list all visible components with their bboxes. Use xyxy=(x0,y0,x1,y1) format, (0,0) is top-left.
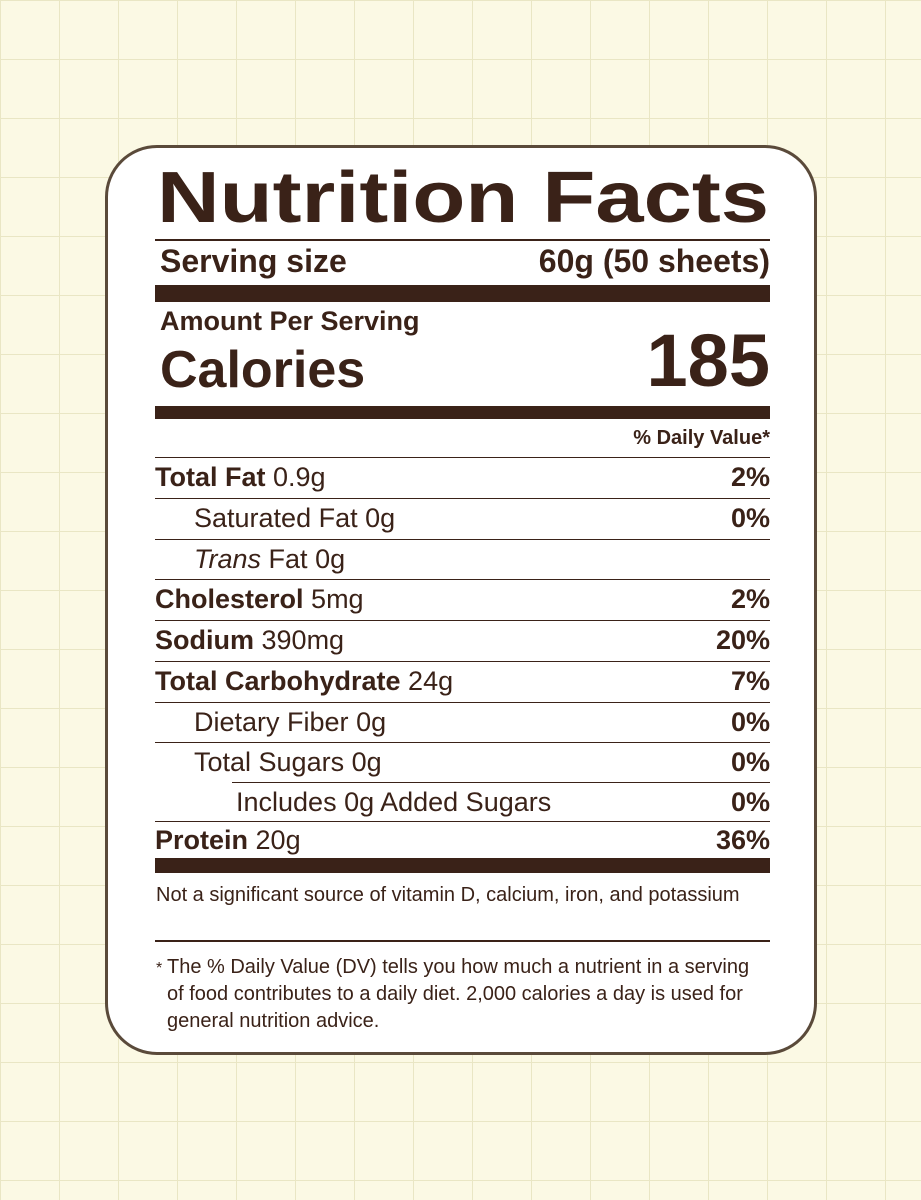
nutrient-amount: 5mg xyxy=(311,584,364,614)
nutrient-amount: 0g xyxy=(356,707,387,737)
nutrient-amount: 390mg xyxy=(261,625,345,655)
nutrient-name: Total Carbohydrate xyxy=(155,666,401,696)
nutrient-name: Protein xyxy=(155,824,249,855)
nutrient-name-italic: Trans xyxy=(194,544,262,574)
nutrient-row: Dietary Fiber 0g 0% xyxy=(155,702,770,742)
thick-rule xyxy=(155,285,770,302)
nutrient-row: Total Carbohydrate 24g 7% xyxy=(155,661,770,701)
thick-rule xyxy=(155,406,770,419)
nutrient-name: Sodium xyxy=(155,625,254,655)
nutrient-name: Saturated Fat xyxy=(194,503,358,533)
nutrient-dv: 7% xyxy=(730,666,770,696)
nutrient-dv: 0% xyxy=(730,747,770,777)
nutrient-dv: 2% xyxy=(730,584,770,614)
nutrient-row: Protein 20g 36% xyxy=(155,821,770,858)
serving-label: Serving size xyxy=(160,243,347,279)
nutrient-amount: 0.9g xyxy=(273,462,326,492)
nutrient-dv: 36% xyxy=(715,824,770,855)
nutrient-row: Sodium 390mg 20% xyxy=(155,620,770,660)
nutrient-name: Total Sugars xyxy=(194,747,345,777)
nutrient-row: Total Fat 0.9g 2% xyxy=(155,457,770,497)
nutrient-dv: 2% xyxy=(730,462,770,492)
nutrient-amount: 20g xyxy=(255,824,301,855)
nutrient-row: Total Sugars 0g 0% xyxy=(155,742,770,782)
nutrient-amount: 24g xyxy=(408,666,454,696)
calories-label: Calories xyxy=(160,341,366,399)
footnote: The % Daily Value (DV) tells you how muc… xyxy=(167,956,750,1032)
nutrient-dv: 0% xyxy=(730,786,770,817)
nutrient-name: Cholesterol xyxy=(155,584,304,614)
nutrient-dv: 0% xyxy=(730,707,770,737)
nutrient-row: Cholesterol 5mg 2% xyxy=(155,579,770,619)
title-svg: Nutrition Facts xyxy=(157,158,769,234)
dv-header: % Daily Value* xyxy=(633,427,770,449)
nutrient-name: Includes 0g Added Sugars xyxy=(236,786,552,817)
nutrient-name: Fat xyxy=(268,544,308,574)
nutrient-amount: 0g xyxy=(365,503,396,533)
nutrient-row: Trans Fat 0g xyxy=(155,539,770,579)
nutrient-amount: 0g xyxy=(315,544,346,574)
rule xyxy=(155,940,770,942)
nutrient-dv: 20% xyxy=(715,625,770,655)
footnote-marker: * xyxy=(156,960,163,977)
amount-per-serving: Amount Per Serving xyxy=(160,306,420,336)
note: Not a significant source of vitamin D, c… xyxy=(156,884,740,906)
thick-rule xyxy=(155,858,770,873)
nutrient-amount: 0g xyxy=(351,747,382,777)
serving-value: 60g (50 sheets) xyxy=(538,243,770,279)
title: Nutrition Facts xyxy=(157,158,769,234)
nutrient-dv: 0% xyxy=(730,503,770,533)
rule xyxy=(155,239,770,241)
nutrient-row: Saturated Fat 0g 0% xyxy=(155,498,770,538)
nutrient-row: Includes 0g Added Sugars 0% xyxy=(232,782,770,821)
nutrient-name: Dietary Fiber xyxy=(194,707,349,737)
calories-value: 185 xyxy=(646,319,770,402)
nutrient-name: Total Fat xyxy=(155,462,266,492)
